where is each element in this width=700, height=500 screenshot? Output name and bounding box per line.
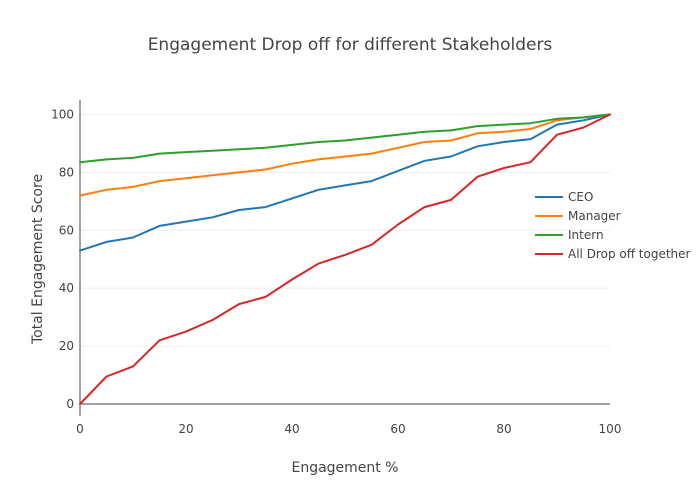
series-line-ceo (79, 113, 611, 252)
series-line-intern (79, 113, 611, 164)
x-tick-label: 80 (496, 422, 511, 436)
y-axis-title: Total Engagement Score (30, 174, 46, 345)
chart-title: Engagement Drop off for different Stakeh… (148, 35, 553, 55)
y-tick-label: 100 (51, 107, 74, 121)
y-tick-label: 60 (59, 223, 74, 237)
legend-label: All Drop off together (568, 247, 691, 261)
y-tick-label: 20 (59, 339, 74, 353)
legend-label: Manager (568, 209, 621, 223)
legend-label: CEO (568, 190, 593, 204)
series-lines (79, 113, 611, 405)
x-tick-label: 60 (390, 422, 405, 436)
legend-item-intern[interactable]: Intern (535, 228, 604, 242)
x-tick-label: 0 (76, 422, 84, 436)
y-tick-label: 0 (66, 397, 74, 411)
x-axis-title: Engagement % (291, 460, 398, 476)
y-tick-label: 40 (59, 281, 74, 295)
y-tick-label: 80 (59, 165, 74, 179)
series-line-all-drop-off-together (79, 113, 611, 405)
axes: 0 20 40 60 80 100 0 20 40 60 80 100 (51, 100, 621, 436)
x-tick-label: 20 (178, 422, 193, 436)
series-line-manager (79, 113, 611, 197)
x-tick-label: 100 (599, 422, 622, 436)
legend[interactable]: CEO Manager Intern All Drop off together (535, 190, 691, 261)
legend-item-all-drop-off-together[interactable]: All Drop off together (535, 247, 691, 261)
legend-item-ceo[interactable]: CEO (535, 190, 593, 204)
grid (80, 113, 610, 405)
legend-item-manager[interactable]: Manager (535, 209, 621, 223)
legend-label: Intern (568, 228, 604, 242)
x-tick-label: 40 (284, 422, 299, 436)
